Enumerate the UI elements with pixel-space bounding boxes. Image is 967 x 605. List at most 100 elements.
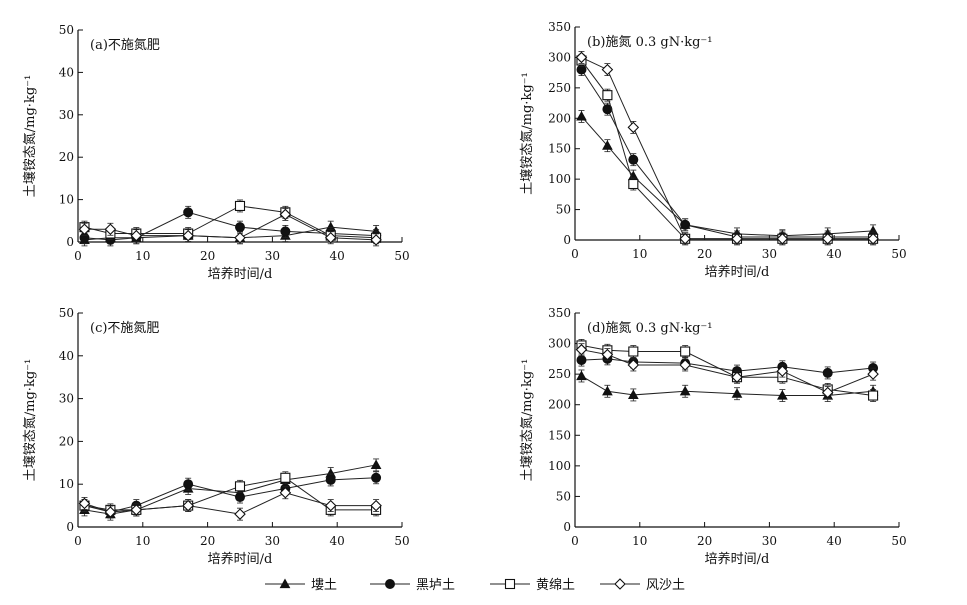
y-tick-label: 200: [548, 398, 571, 412]
data-point: [325, 474, 336, 485]
y-tick-label: 40: [59, 349, 74, 363]
data-point: [776, 233, 789, 245]
data-point: [868, 390, 879, 401]
data-point: [279, 208, 292, 221]
x-tick-label: 30: [265, 534, 280, 548]
y-axis-label: 土壤铵态氮/mg·kg⁻¹: [519, 72, 535, 194]
x-tick-label: 10: [135, 249, 150, 263]
series-line: [581, 349, 874, 394]
x-tick-label: 10: [135, 534, 150, 548]
x-tick-label: 10: [632, 247, 647, 261]
data-point: [370, 499, 382, 512]
x-tick-label: 0: [74, 249, 82, 263]
data-point: [731, 371, 743, 383]
x-axis-label: 培养时间/d: [208, 266, 273, 282]
x-tick-label: 0: [74, 534, 82, 548]
data-point: [235, 492, 245, 503]
data-point: [234, 481, 246, 492]
legend-marker: [385, 579, 395, 589]
data-point: [627, 121, 640, 134]
x-tick-label: 50: [394, 249, 409, 263]
legend: 塿土 黑垆土 黄绵土 风沙土: [265, 578, 685, 593]
data-point: [234, 231, 246, 244]
y-tick-label: 350: [548, 306, 571, 320]
data-point: [821, 386, 834, 399]
series-line: [581, 375, 874, 397]
data-point: [731, 388, 743, 398]
data-point: [628, 154, 639, 165]
data-point: [370, 459, 382, 470]
legend-label: 风沙土: [646, 578, 685, 593]
data-point: [602, 140, 613, 150]
y-tick-label: 30: [59, 392, 74, 406]
y-tick-label: 0: [563, 520, 571, 534]
legend-label: 黑垆土: [416, 578, 455, 593]
data-point: [130, 229, 143, 242]
y-tick-label: 20: [59, 434, 74, 448]
x-tick-label: 40: [827, 534, 842, 548]
y-tick-label: 10: [59, 477, 74, 491]
data-point: [279, 486, 292, 499]
data-point: [183, 479, 194, 490]
data-point: [234, 200, 246, 212]
data-point: [601, 63, 614, 76]
series-line: [581, 69, 874, 238]
y-axis-label: 土壤铵态氮/mg·kg⁻¹: [519, 359, 535, 481]
data-point: [627, 359, 640, 371]
y-tick-label: 250: [548, 367, 571, 381]
data-point: [78, 223, 91, 236]
y-axis-label: 土壤铵态氮/mg·kg⁻¹: [22, 359, 38, 481]
y-tick-label: 150: [548, 428, 571, 442]
x-tick-label: 40: [330, 249, 345, 263]
data-point: [182, 499, 194, 512]
y-tick-label: 300: [548, 337, 571, 351]
x-tick-label: 30: [762, 534, 777, 548]
data-point: [776, 365, 789, 377]
series-3: [575, 51, 879, 246]
data-point: [104, 506, 117, 518]
data-point: [371, 472, 382, 483]
series-line: [581, 116, 874, 237]
series-1: [576, 63, 879, 244]
y-tick-label: 150: [548, 142, 571, 156]
y-tick-label: 350: [548, 20, 571, 34]
x-tick-label: 10: [632, 534, 647, 548]
panel-title: (b)施氮 0.3 gN·kg⁻¹: [587, 35, 713, 50]
y-tick-label: 50: [59, 306, 74, 320]
panel-title: (d)施氮 0.3 gN·kg⁻¹: [587, 321, 713, 336]
legend-item: 黄绵土: [490, 578, 575, 593]
data-point: [628, 346, 639, 357]
data-point: [576, 355, 587, 366]
x-tick-label: 0: [571, 534, 579, 548]
legend-item: 黑垆土: [370, 578, 455, 593]
data-point: [821, 233, 834, 245]
data-point: [234, 508, 246, 520]
series-2: [576, 54, 879, 246]
y-tick-label: 250: [548, 81, 571, 95]
x-tick-label: 40: [330, 534, 345, 548]
y-tick-label: 100: [548, 172, 571, 186]
legend-marker: [279, 578, 291, 589]
x-tick-label: 20: [697, 247, 712, 261]
y-tick-label: 300: [548, 50, 571, 64]
data-point: [280, 472, 291, 483]
y-tick-label: 50: [556, 489, 571, 503]
series-0: [576, 110, 879, 243]
x-tick-label: 50: [891, 247, 906, 261]
x-tick-label: 0: [571, 247, 579, 261]
x-tick-label: 20: [200, 249, 215, 263]
data-point: [601, 348, 614, 361]
data-point: [602, 90, 613, 101]
y-tick-label: 30: [59, 108, 74, 122]
data-point: [575, 51, 588, 64]
legend-label: 塿土: [311, 578, 337, 593]
data-point: [575, 343, 588, 356]
data-point: [324, 499, 337, 512]
data-point: [628, 178, 639, 190]
data-point: [324, 231, 337, 244]
x-axis-label: 培养时间/d: [705, 264, 770, 280]
data-point: [679, 359, 691, 371]
x-tick-label: 20: [697, 534, 712, 548]
